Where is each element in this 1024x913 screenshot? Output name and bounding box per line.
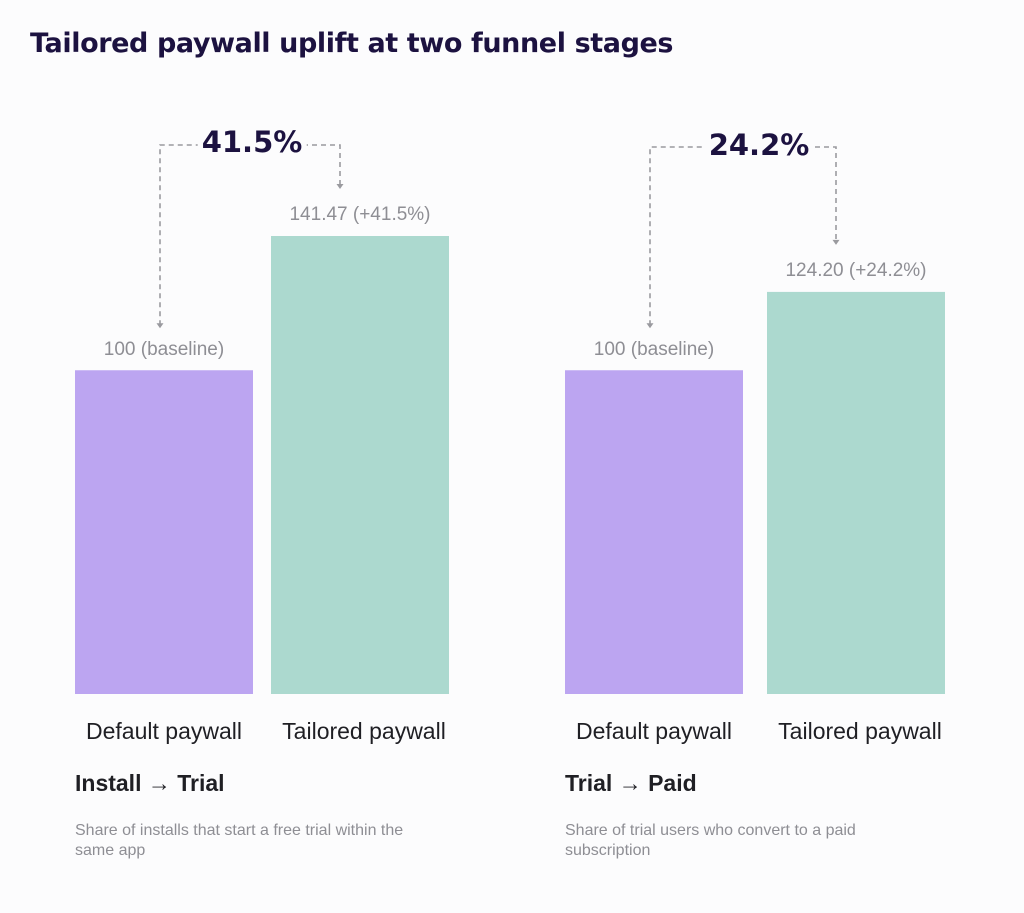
arrowhead xyxy=(646,323,654,329)
bar-tailored xyxy=(767,291,945,694)
stage-description: Share of trial users who convert to a pa… xyxy=(565,822,856,859)
bar-value-label: 100 (baseline) xyxy=(593,339,715,360)
bar-value-label: 100 (baseline) xyxy=(103,339,225,360)
stage-label: Install → Trial xyxy=(75,770,225,796)
connector-right xyxy=(815,146,837,242)
uplift-value: 24.2% xyxy=(704,128,814,162)
arrowhead xyxy=(832,239,840,245)
connector-left xyxy=(159,144,203,326)
chart-title: Tailored paywall uplift at two funnel st… xyxy=(30,28,674,59)
bar-default xyxy=(565,370,743,694)
category-label: Tailored paywall xyxy=(778,718,942,744)
chart-install-trial: 41.5% 100 (baseline) 141.47 (+41.5%) Def… xyxy=(75,100,455,890)
bar-value-label: 124.20 (+24.2%) xyxy=(785,260,927,281)
arrowhead xyxy=(336,184,344,189)
stage-label: Trial → Paid xyxy=(565,770,697,796)
chart-trial-paid-plot xyxy=(565,146,945,694)
bar-tailored xyxy=(271,236,449,694)
connector-right xyxy=(303,144,341,186)
connector-left xyxy=(649,146,711,326)
category-label: Default paywall xyxy=(86,718,242,744)
chart-trial-paid: 24.2% 100 (baseline) 124.20 (+24.2%) Def… xyxy=(565,100,945,890)
stage-description: Share of installs that start a free tria… xyxy=(75,822,404,859)
chart-install-trial-plot xyxy=(75,144,449,694)
category-label: Default paywall xyxy=(576,718,732,744)
arrowhead xyxy=(156,323,164,329)
bar-value-label: 141.47 (+41.5%) xyxy=(289,204,431,225)
category-label: Tailored paywall xyxy=(282,718,446,744)
bar-default xyxy=(75,370,253,694)
uplift-value: 41.5% xyxy=(197,125,307,159)
